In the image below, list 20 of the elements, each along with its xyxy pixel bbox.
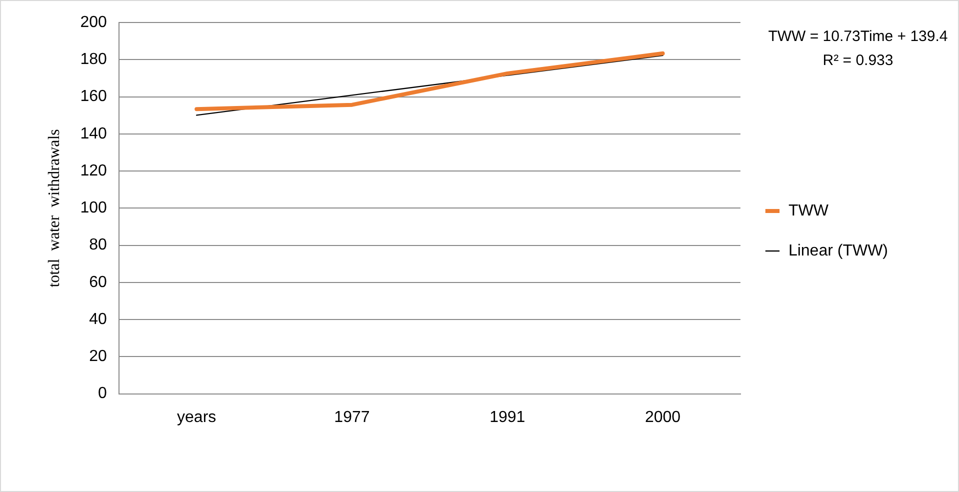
x-tick-label: 1977 [334,408,370,426]
y-tick-label: 120 [80,162,107,180]
x-tick-label: 1991 [490,408,526,426]
y-tick-label: 100 [80,200,107,217]
y-tick-label: 60 [89,274,107,291]
y-tick-label: 140 [80,125,107,142]
y-tick-label: 80 [89,236,107,254]
legend-label: TWW [788,202,830,220]
text: R² = 0.933 [822,52,894,70]
y-tick-label: 180 [80,51,107,68]
text: TWW = 10.73Time + 139.4 [768,28,948,46]
y-tick-label: 0 [98,385,107,402]
x-tick-label: 2000 [644,408,681,426]
legend-label: Linear (TWW) [788,242,888,260]
x-tick-label: years [177,408,216,426]
y-axis-title: total water withdrawals [46,129,63,288]
y-tick-label: 40 [89,310,107,328]
y-tick-label: 200 [80,14,107,32]
y-tick-label: 160 [80,88,107,106]
y-tick-label: 20 [89,348,107,366]
